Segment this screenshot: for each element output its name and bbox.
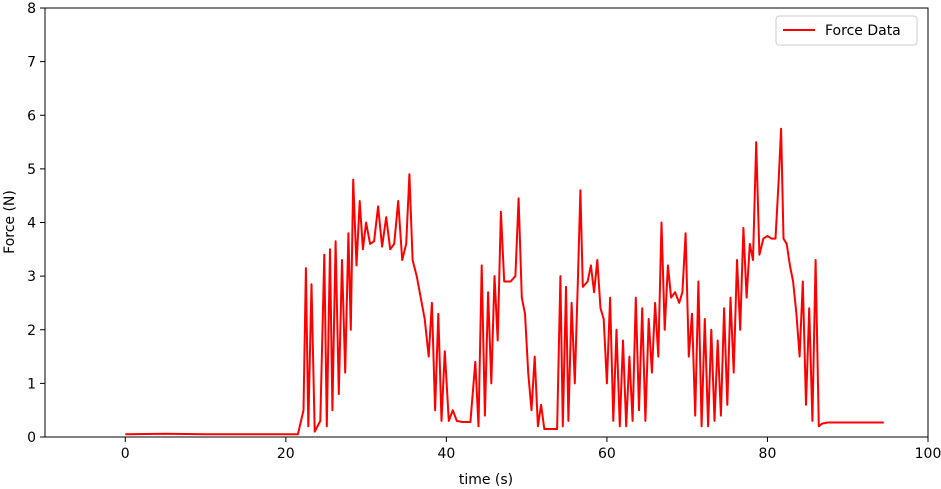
- x-axis-label: time (s): [459, 472, 513, 488]
- x-tick-label: 100: [915, 446, 941, 462]
- y-tick-label: 3: [27, 269, 36, 285]
- x-tick-label: 0: [121, 446, 130, 462]
- legend: Force Data: [775, 15, 918, 46]
- x-tick-label: 80: [759, 446, 777, 462]
- y-tick-label: 2: [27, 323, 36, 339]
- legend-box: [775, 15, 918, 46]
- x-tick-label: 20: [277, 446, 295, 462]
- y-tick-label: 0: [27, 430, 36, 446]
- y-tick-label: 5: [27, 162, 36, 178]
- y-axis-label: Force (N): [2, 190, 18, 254]
- force-data-line: [125, 127, 884, 436]
- y-tick-label: 6: [27, 108, 36, 124]
- x-tick-label: 60: [598, 446, 616, 462]
- x-tick-label: 40: [437, 446, 455, 462]
- y-tick-label: 1: [27, 376, 36, 392]
- y-tick-label: 4: [27, 216, 36, 232]
- x-axis-ticks: 0 20 40 60 80 100: [121, 437, 941, 462]
- legend-label-force-data: Force Data: [825, 23, 901, 39]
- y-tick-label: 7: [27, 55, 36, 71]
- y-axis-ticks: 0 1 2 3 4 5 6 7 8: [27, 1, 45, 446]
- y-tick-label: 8: [27, 1, 36, 17]
